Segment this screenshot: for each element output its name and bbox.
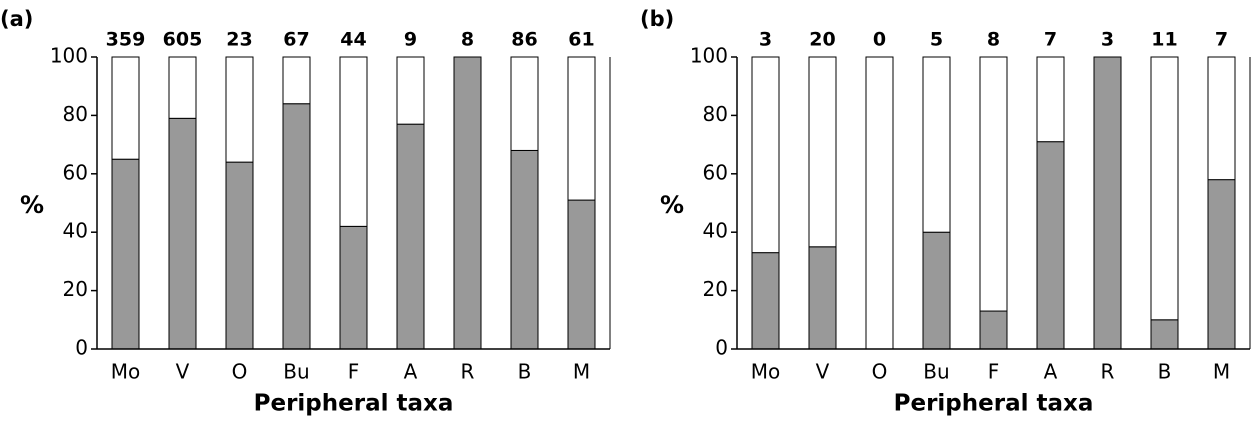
bar-segment <box>339 56 368 227</box>
bar-segment <box>168 117 197 350</box>
bar-segment <box>282 103 311 350</box>
y-tick-label: 0 <box>715 336 728 360</box>
count-label: 23 <box>226 29 252 51</box>
count-label: 359 <box>106 29 146 51</box>
bar-segment <box>808 246 837 350</box>
bar-segment <box>865 56 894 350</box>
count-label: 8 <box>461 29 474 51</box>
x-tick-label: O <box>232 360 248 384</box>
x-tick-label: Bu <box>283 360 309 384</box>
x-tick-label: F <box>988 360 1000 384</box>
y-tick-label: 100 <box>690 44 728 68</box>
bar-segment <box>1207 179 1236 350</box>
x-tick-label: B <box>518 360 532 384</box>
bar-segment <box>1093 56 1122 350</box>
y-tick-label: 60 <box>703 160 728 184</box>
bar-segment <box>922 56 951 233</box>
x-tick-label: A <box>404 360 418 384</box>
x-tick-label: M <box>1213 360 1230 384</box>
count-label: 5 <box>930 29 943 51</box>
x-tick-label: O <box>872 360 888 384</box>
bar-segment <box>1036 56 1065 143</box>
bar-segment <box>567 56 596 201</box>
bar-segment <box>1036 141 1065 350</box>
bar-segment <box>1150 56 1179 321</box>
count-label: 3 <box>759 29 772 51</box>
x-tick-label: A <box>1044 360 1058 384</box>
bar-segment <box>339 225 368 350</box>
x-tick-label: F <box>348 360 360 384</box>
x-tick-label: R <box>1101 360 1115 384</box>
bar-segment <box>979 56 1008 312</box>
x-tick-label: Bu <box>923 360 949 384</box>
count-label: 605 <box>163 29 203 51</box>
bar-segment <box>808 56 837 248</box>
count-label: 9 <box>404 29 417 51</box>
bar-segment <box>567 199 596 350</box>
bar-segment <box>510 56 539 151</box>
y-axis-label: % <box>660 191 684 219</box>
count-label: 61 <box>568 29 594 51</box>
count-label: 20 <box>809 29 835 51</box>
x-tick-label: V <box>816 360 830 384</box>
x-tick-label: Mo <box>111 360 141 384</box>
x-tick-label: Mo <box>751 360 781 384</box>
count-label: 11 <box>1151 29 1177 51</box>
bar-segment <box>510 149 539 350</box>
bar-segment <box>922 231 951 350</box>
count-label: 0 <box>873 29 886 51</box>
y-tick-label: 40 <box>63 219 88 243</box>
y-tick-label: 20 <box>703 277 728 301</box>
bar-segment <box>1207 56 1236 181</box>
bar-segment <box>979 310 1008 350</box>
x-axis-label: Peripheral taxa <box>894 391 1094 417</box>
panel-label: (b) <box>640 7 674 31</box>
bar-segment <box>396 123 425 350</box>
y-axis-label: % <box>20 191 44 219</box>
y-tick-label: 20 <box>63 277 88 301</box>
bar-segment <box>225 161 254 350</box>
y-tick-label: 0 <box>75 336 88 360</box>
x-tick-label: R <box>461 360 475 384</box>
count-label: 7 <box>1215 29 1228 51</box>
bar-segment <box>1150 319 1179 350</box>
y-tick-label: 80 <box>63 102 88 126</box>
y-tick-label: 60 <box>63 160 88 184</box>
count-label: 86 <box>511 29 537 51</box>
x-tick-label: B <box>1158 360 1172 384</box>
bar-segment <box>751 252 780 350</box>
bar-segment <box>168 56 197 119</box>
count-label: 44 <box>340 29 366 51</box>
bar-segment <box>282 56 311 105</box>
bar-segment <box>111 158 140 350</box>
count-label: 67 <box>283 29 309 51</box>
y-tick-label: 80 <box>703 102 728 126</box>
y-tick-label: 100 <box>50 44 88 68</box>
y-tick-label: 40 <box>703 219 728 243</box>
x-tick-label: V <box>176 360 190 384</box>
panel-label: (a) <box>0 7 33 31</box>
bar-segment <box>751 56 780 254</box>
count-label: 8 <box>987 29 1000 51</box>
x-axis-label: Peripheral taxa <box>254 391 454 417</box>
bar-segment <box>111 56 140 160</box>
count-label: 7 <box>1044 29 1057 51</box>
bar-segment <box>453 56 482 350</box>
bar-segment <box>396 56 425 125</box>
bar-segment <box>225 56 254 163</box>
count-label: 3 <box>1101 29 1114 51</box>
x-tick-label: M <box>573 360 590 384</box>
